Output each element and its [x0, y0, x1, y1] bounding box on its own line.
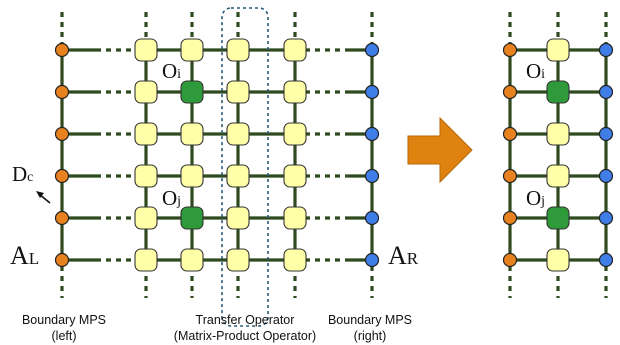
- mpo-tensor: [134, 80, 158, 104]
- result-left-boundary-tensor: [502, 168, 518, 184]
- caption-transfer-line1: Transfer Operator: [195, 313, 295, 327]
- mpo-tensor: [134, 122, 158, 146]
- mpo-tensor: [283, 164, 307, 188]
- result-left-boundary-tensor: [502, 126, 518, 142]
- caption-boundary-left: Boundary MPS (left): [14, 312, 114, 344]
- tensor-nodes: [54, 38, 614, 272]
- label-a-left: AL: [10, 241, 40, 270]
- mpo-tensor: [180, 248, 204, 272]
- operator-tensor: [180, 80, 204, 104]
- caption-boundary-left-line1: Boundary MPS: [21, 313, 107, 327]
- label-o-i: Oi: [162, 59, 182, 83]
- result-right-boundary-tensor: [598, 252, 614, 268]
- right-boundary-tensor: [364, 210, 380, 226]
- right-boundary-tensor: [364, 252, 380, 268]
- result-left-boundary-tensor: [502, 42, 518, 58]
- label-a-right: AR: [388, 241, 419, 270]
- caption-transfer-line2: (Matrix-Product Operator): [173, 329, 317, 343]
- mpo-tensor: [134, 38, 158, 62]
- mpo-tensor: [283, 206, 307, 230]
- mpo-tensor: [134, 248, 158, 272]
- mpo-tensor: [226, 164, 250, 188]
- mpo-tensor: [226, 38, 250, 62]
- operator-tensor: [180, 206, 204, 230]
- bond-lines: [36, 12, 608, 298]
- result-mpo-tensor: [546, 38, 570, 62]
- bond-dimension-pointer-head: [36, 191, 44, 198]
- left-boundary-tensor: [54, 42, 70, 58]
- mpo-tensor: [134, 206, 158, 230]
- mpo-tensor: [226, 248, 250, 272]
- left-boundary-tensor: [54, 252, 70, 268]
- mpo-tensor: [226, 80, 250, 104]
- caption-transfer-operator: Transfer Operator (Matrix-Product Operat…: [155, 312, 335, 344]
- right-boundary-tensor: [364, 42, 380, 58]
- label-bond-dimension: Dc: [12, 162, 34, 186]
- label-o-j-right: Oj: [526, 186, 546, 210]
- result-mpo-tensor: [546, 164, 570, 188]
- mpo-tensor: [226, 122, 250, 146]
- label-o-i-right: Oi: [526, 59, 546, 83]
- mpo-tensor: [134, 164, 158, 188]
- mpo-tensor: [283, 248, 307, 272]
- caption-boundary-left-line2: (left): [51, 329, 77, 343]
- right-boundary-tensor: [364, 168, 380, 184]
- transfer-column-highlight: [221, 7, 269, 327]
- left-boundary-tensor: [54, 168, 70, 184]
- label-o-j: Oj: [162, 186, 182, 210]
- left-boundary-tensor: [54, 126, 70, 142]
- caption-boundary-right-line2: (right): [353, 329, 387, 343]
- contraction-arrow: [407, 116, 473, 184]
- mpo-tensor: [283, 80, 307, 104]
- result-left-boundary-tensor: [502, 252, 518, 268]
- right-boundary-tensor: [364, 84, 380, 100]
- result-right-boundary-tensor: [598, 126, 614, 142]
- caption-boundary-right: Boundary MPS (right): [320, 312, 420, 344]
- result-left-boundary-tensor: [502, 210, 518, 226]
- result-right-boundary-tensor: [598, 42, 614, 58]
- result-operator-tensor: [546, 206, 570, 230]
- result-right-boundary-tensor: [598, 84, 614, 100]
- mpo-tensor: [180, 38, 204, 62]
- result-left-boundary-tensor: [502, 84, 518, 100]
- right-boundary-tensor: [364, 126, 380, 142]
- result-mpo-tensor: [546, 122, 570, 146]
- result-right-boundary-tensor: [598, 168, 614, 184]
- mpo-tensor: [180, 164, 204, 188]
- result-mpo-tensor: [546, 248, 570, 272]
- left-boundary-tensor: [54, 210, 70, 226]
- result-operator-tensor: [546, 80, 570, 104]
- mpo-tensor: [283, 122, 307, 146]
- caption-boundary-right-line1: Boundary MPS: [327, 313, 413, 327]
- mpo-tensor: [180, 122, 204, 146]
- result-right-boundary-tensor: [598, 210, 614, 226]
- left-boundary-tensor: [54, 84, 70, 100]
- mpo-tensor: [226, 206, 250, 230]
- mpo-tensor: [283, 38, 307, 62]
